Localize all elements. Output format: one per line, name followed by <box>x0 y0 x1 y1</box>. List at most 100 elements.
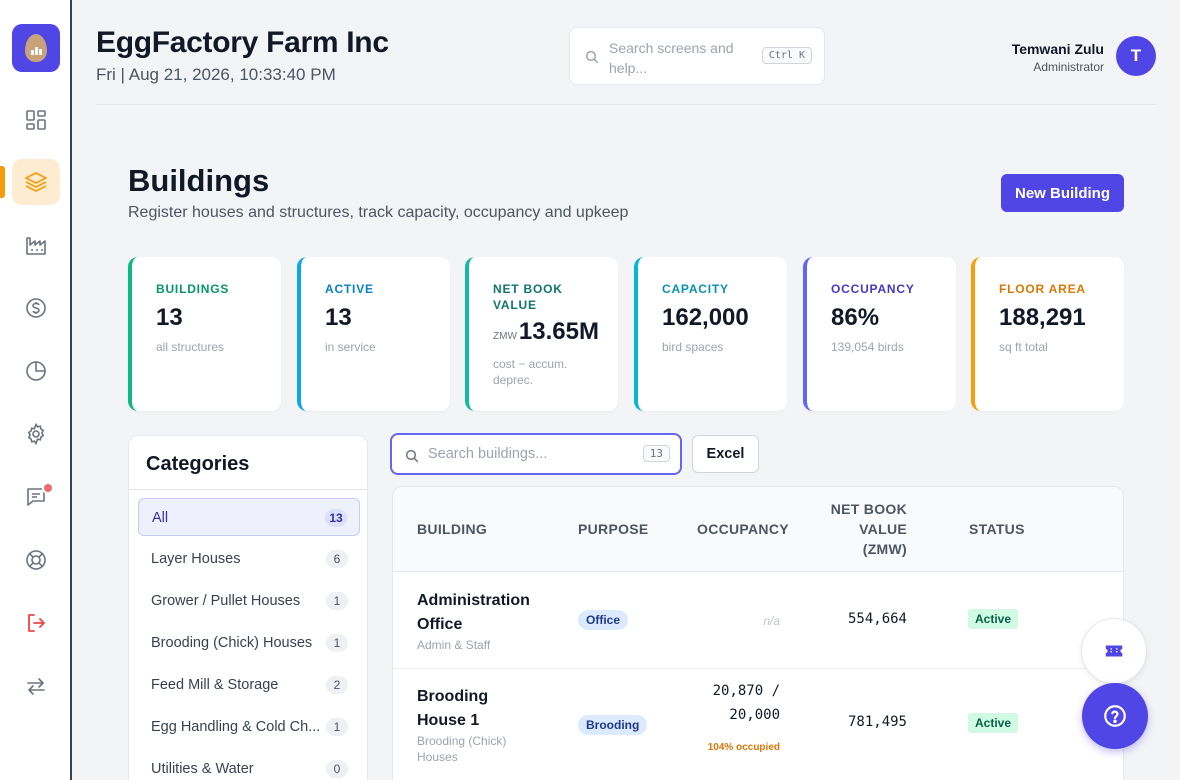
pie-chart-icon <box>26 361 46 381</box>
category-label: Egg Handling & Cold Ch... <box>151 719 321 735</box>
category-item-layer-houses[interactable]: Layer Houses 6 <box>138 540 360 578</box>
top-header: EggFactory Farm Inc Fri | Aug 21, 2026, … <box>96 0 1156 105</box>
occupancy-na: n/a <box>763 614 780 628</box>
net-book-value: 781,495 <box>847 714 907 730</box>
category-item-feed-mill-storage[interactable]: Feed Mill & Storage 2 <box>138 666 360 704</box>
category-label: Grower / Pullet Houses <box>151 593 301 609</box>
stat-sub: bird spaces <box>662 340 724 354</box>
egg-logo-icon <box>25 34 47 62</box>
stat-label: OCCUPANCY <box>831 282 915 296</box>
purpose-badge: Brooding <box>578 715 648 735</box>
current-datetime: Fri | Aug 21, 2026, 10:33:40 PM <box>96 65 336 84</box>
stat-sub: sq ft total <box>999 340 1048 354</box>
purpose-badge: Office <box>578 610 629 630</box>
avatar[interactable]: T <box>1116 36 1156 76</box>
excel-export-button[interactable]: Excel <box>692 435 759 473</box>
stat-label: BUILDINGS <box>156 282 230 296</box>
sidebar-item-messages[interactable] <box>12 474 60 520</box>
stat-sub: cost − accum. deprec. <box>493 357 568 387</box>
building-category: Brooding (Chick) Houses <box>417 733 527 765</box>
stat-sub: in service <box>325 340 376 354</box>
factory-icon <box>26 237 46 255</box>
category-item-all[interactable]: All 13 <box>138 498 360 536</box>
status-badge: Active <box>968 713 1019 733</box>
stat-card-floor-area: FLOOR AREA 188,291 sq ft total <box>971 257 1124 411</box>
sidebar <box>0 0 72 780</box>
company-name: EggFactory Farm Inc <box>96 26 389 59</box>
ticket-fab-button[interactable] <box>1081 618 1147 684</box>
category-count: 6 <box>326 550 348 568</box>
layers-icon <box>25 172 47 192</box>
building-name: Brooding House 1 <box>417 685 547 733</box>
stat-label: CAPACITY <box>662 282 729 296</box>
column-header-building[interactable]: BUILDING <box>417 521 488 537</box>
occupancy-value: 20,870 / 20,000 <box>713 679 780 727</box>
buildings-table: BUILDING PURPOSE OCCUPANCY NET BOOK VALU… <box>392 486 1124 780</box>
table-header: BUILDING PURPOSE OCCUPANCY NET BOOK VALU… <box>393 487 1123 572</box>
column-header-purpose[interactable]: PURPOSE <box>578 521 649 537</box>
global-search[interactable]: Search screens and help... Ctrl K <box>569 27 825 85</box>
sidebar-item-production[interactable] <box>12 222 60 268</box>
category-item-utilities-water[interactable]: Utilities & Water 0 <box>138 750 360 780</box>
table-row[interactable]: Brooding House 1 Brooding (Chick) Houses… <box>393 669 1123 780</box>
category-item-brooding-houses[interactable]: Brooding (Chick) Houses 1 <box>138 624 360 662</box>
table-row[interactable]: Administration Office Admin & Staff Offi… <box>393 572 1123 669</box>
logout-icon <box>28 614 45 632</box>
category-label: Feed Mill & Storage <box>151 677 279 693</box>
category-label: Brooding (Chick) Houses <box>151 635 313 651</box>
category-count: 2 <box>326 676 348 694</box>
notification-dot <box>42 482 54 494</box>
page-subtitle: Register houses and structures, track ca… <box>128 204 629 221</box>
stat-value: 162,000 <box>662 304 749 331</box>
category-count: 0 <box>326 760 348 778</box>
category-count: 1 <box>326 634 348 652</box>
page-title: Buildings <box>128 163 270 198</box>
stat-card-net-book-value: NET BOOK VALUE ZMW13.65M cost − accum. d… <box>465 257 618 411</box>
user-name: Temwani Zulu <box>1011 41 1104 57</box>
header-line: (ZMW) <box>862 541 907 557</box>
stat-sub: 139,054 birds <box>831 340 904 354</box>
sidebar-item-buildings[interactable] <box>12 159 60 205</box>
stat-value: 13 <box>156 304 183 331</box>
new-building-button[interactable]: New Building <box>1001 174 1124 212</box>
column-header-occupancy[interactable]: OCCUPANCY <box>697 521 789 537</box>
dollar-icon <box>26 298 46 318</box>
global-search-placeholder: Search screens and help... <box>609 40 734 76</box>
category-count: 1 <box>326 718 348 736</box>
stat-label: FLOOR AREA <box>999 282 1086 296</box>
chat-icon <box>27 488 45 506</box>
category-item-egg-handling[interactable]: Egg Handling & Cold Ch... 1 <box>138 708 360 746</box>
sidebar-item-support[interactable] <box>12 537 60 583</box>
building-search-input[interactable] <box>428 443 628 465</box>
header-line: NET BOOK <box>830 501 907 517</box>
result-count-badge: 13 <box>642 445 670 462</box>
stat-value: 13 <box>325 304 352 331</box>
sidebar-item-dashboard[interactable] <box>12 97 60 143</box>
help-fab-button[interactable] <box>1082 683 1148 749</box>
sidebar-item-logout[interactable] <box>12 600 60 646</box>
stat-label: ACTIVE <box>325 282 374 296</box>
status-badge: Active <box>968 609 1019 629</box>
stat-value: 86% <box>831 304 880 331</box>
column-header-net-book-value[interactable]: NET BOOK VALUE (ZMW) <box>831 499 907 559</box>
app-logo[interactable] <box>12 24 60 72</box>
switch-arrows-icon <box>27 678 45 695</box>
header-line: VALUE <box>859 521 907 537</box>
divider <box>129 489 367 490</box>
ticket-icon <box>1105 645 1123 657</box>
occupancy-line: 20,870 / <box>712 683 780 699</box>
lifebuoy-icon <box>26 550 46 570</box>
occupancy-note: 104% occupied <box>707 742 780 753</box>
occupancy-line: 20,000 <box>729 707 780 723</box>
gear-icon <box>27 422 45 446</box>
sidebar-item-settings[interactable] <box>12 411 60 457</box>
column-header-status[interactable]: STATUS <box>969 521 1025 537</box>
category-count: 13 <box>325 509 347 527</box>
building-category-line: Houses <box>417 750 458 764</box>
sidebar-item-finance[interactable] <box>12 285 60 331</box>
sidebar-item-reports[interactable] <box>12 348 60 394</box>
category-item-grower-pullet-houses[interactable]: Grower / Pullet Houses 1 <box>138 582 360 620</box>
grid-icon <box>26 110 46 130</box>
building-name-line: House 1 <box>417 712 480 729</box>
sidebar-item-switch[interactable] <box>12 663 60 709</box>
